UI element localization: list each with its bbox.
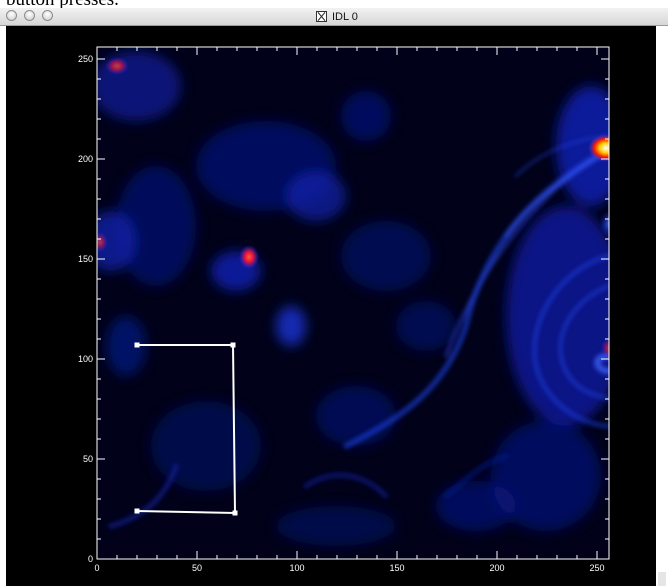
roi-line[interactable] [136,344,237,515]
window-titlebar[interactable]: IDL 0 [0,8,668,26]
plot-frame [96,46,610,560]
x-tick-label: 200 [489,563,504,573]
minimize-button[interactable] [24,10,35,21]
x11-icon [316,11,327,22]
x-tick-label: 0 [94,563,99,573]
x-tick-label: 50 [192,563,202,573]
window-title-text: IDL 0 [332,10,358,23]
idl-graphics-window: IDL 0 [0,8,668,586]
bright-point-left-edge [97,232,108,252]
page-caption-text: button presses. [6,0,119,10]
roi-vertex-handle[interactable] [134,508,140,514]
zoom-button[interactable] [42,10,53,21]
solar-image [97,47,609,559]
y-tick-label: 0 [88,554,93,564]
y-tick-label: 50 [83,454,93,464]
bright-point-center [239,245,259,269]
roi-vertex-handle[interactable] [232,510,238,516]
image-plot[interactable]: 0 50 100 150 200 250 0 50 100 150 200 25… [6,26,656,586]
bright-point-corner [105,57,129,75]
y-axis-labels: 0 50 100 150 200 250 [78,54,93,564]
window-title: IDL 0 [316,9,358,24]
close-button[interactable] [6,10,17,21]
roi-vertex-handle[interactable] [230,342,236,348]
y-tick-label: 150 [78,254,93,264]
x-tick-label: 150 [389,563,404,573]
graphics-canvas-area[interactable]: 0 50 100 150 200 250 0 50 100 150 200 25… [6,26,656,586]
x-tick-label: 250 [589,563,604,573]
axis-ticks [96,47,609,560]
roi-vertex-handle[interactable] [134,342,140,348]
page-caption: button presses. [0,0,668,10]
y-tick-label: 250 [78,54,93,64]
roi-polyline[interactable] [134,342,238,516]
x-axis-labels: 0 50 100 150 200 250 [94,563,604,573]
x-tick-label: 100 [289,563,304,573]
resize-grip[interactable] [658,572,666,586]
y-tick-label: 100 [78,354,93,364]
y-tick-label: 200 [78,154,93,164]
bright-active-region [588,134,609,162]
